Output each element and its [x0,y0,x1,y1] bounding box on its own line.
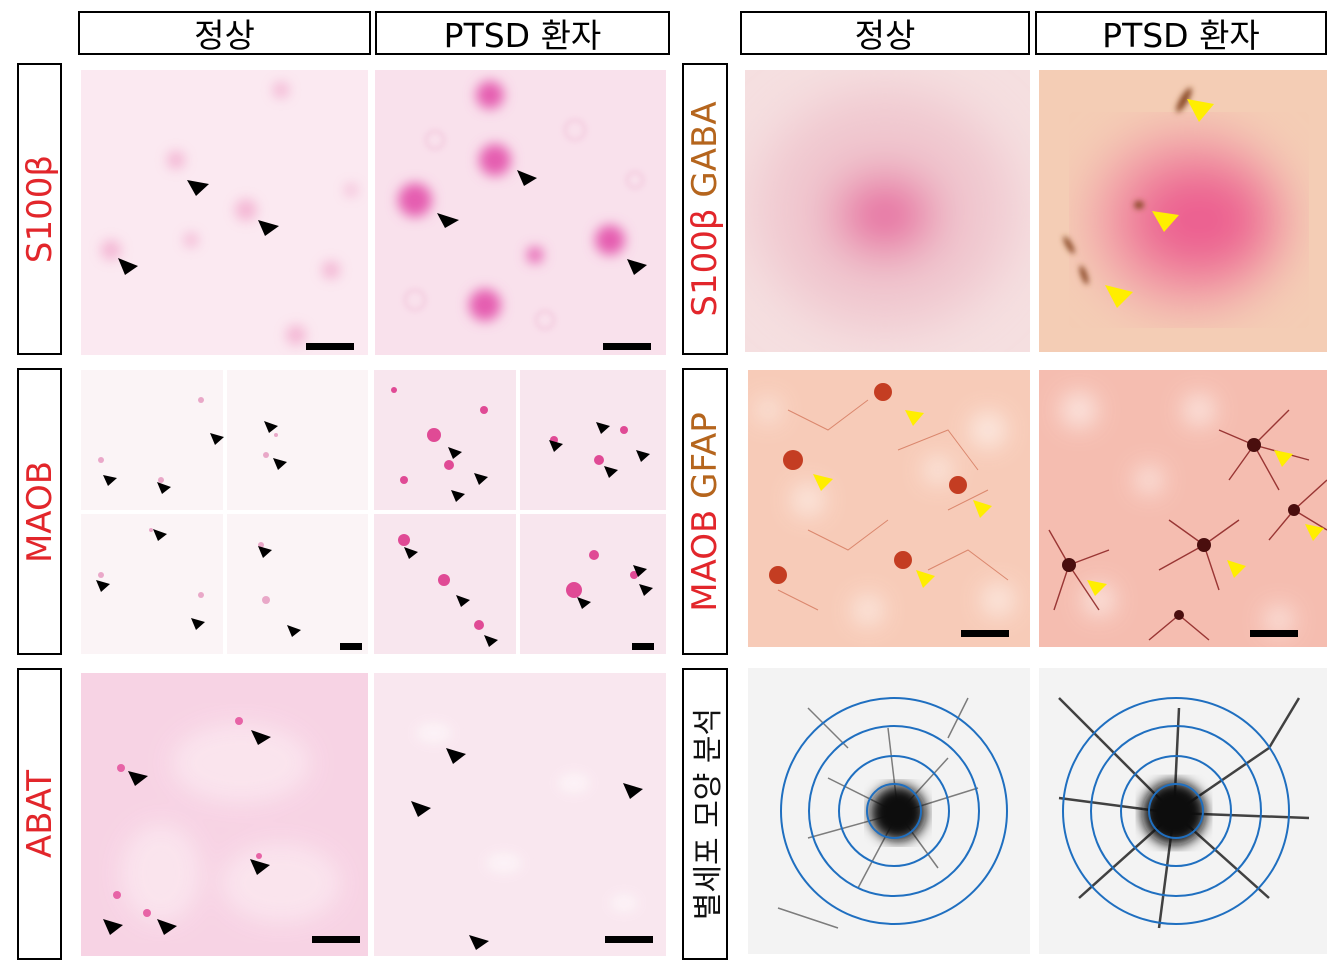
row-label-s100b-gaba: S100β GABA [682,63,728,355]
label-text: ABAT [19,770,60,858]
image-s100b-gaba-normal [745,70,1030,352]
label-text: S100β GABA [685,101,725,316]
image-s100b-normal [81,70,368,355]
image-s100b-ptsd [375,70,666,355]
scale-bar [961,630,1009,637]
label-text: MAOB [19,460,60,563]
label-gaba-part: GABA [685,101,725,198]
scale-bar [603,343,651,350]
scale-bar [1250,630,1298,637]
arrowhead-icon [1087,450,1324,596]
label-s100b-part: S100β [685,208,725,317]
row-label-maob: MAOB [17,368,62,655]
image-abat-ptsd [374,673,666,956]
image-maob-normal [81,370,368,654]
scale-bar [306,343,354,350]
image-s100b-gaba-ptsd [1039,70,1327,352]
label-text: MAOB GFAP [685,412,725,611]
arrowhead-icon [813,410,992,588]
scale-bar [605,936,653,943]
label-gfap-part: GFAP [685,411,725,499]
scale-bar [632,643,654,650]
header-text: PTSD 환자 [443,16,602,55]
header-right-normal: 정상 [740,11,1030,55]
arrowhead-icon [1105,99,1214,308]
image-morphology-ptsd [1039,668,1327,954]
image-maob-ptsd [374,370,666,654]
header-right-ptsd: PTSD 환자 [1035,11,1327,55]
header-text: PTSD 환자 [1102,16,1260,55]
label-maob-part: MAOB [685,509,725,612]
arrowhead-icon [411,748,643,950]
scale-bar [312,936,360,943]
header-left-ptsd: PTSD 환자 [375,11,670,55]
header-left-normal: 정상 [78,11,371,55]
row-label-maob-gfap: MAOB GFAP [682,368,728,655]
header-text: 정상 [854,16,916,55]
arrowhead-icon [118,180,279,275]
header-text: 정상 [194,16,255,55]
image-maob-gfap-normal [748,370,1030,647]
sholl-rings [1062,697,1290,925]
arrowhead-icon [404,422,653,647]
arrowhead-icon [437,170,647,275]
image-maob-gfap-ptsd [1039,370,1327,647]
row-label-abat: ABAT [17,668,62,960]
arrowhead-icon [96,421,301,637]
row-label-morphology: 별세포 모양 분석 [682,668,728,960]
row-label-s100b: S100β [17,63,62,355]
scale-bar [340,643,362,650]
label-text: S100β [19,154,60,264]
image-morphology-normal [748,668,1030,954]
image-abat-normal [81,673,368,956]
label-text: 별세포 모양 분석 [691,707,726,921]
sholl-rings [780,697,1008,925]
arrowhead-icon [103,730,271,935]
